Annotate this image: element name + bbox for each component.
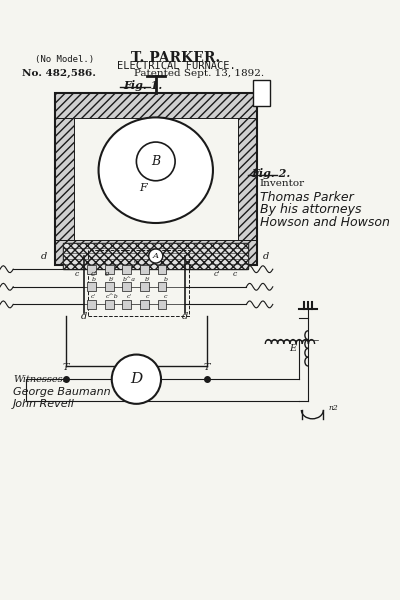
Bar bbox=[105, 300, 114, 309]
Text: Inventor: Inventor bbox=[260, 179, 305, 188]
Text: George Baumann: George Baumann bbox=[13, 387, 111, 397]
Text: b: b bbox=[164, 277, 168, 281]
Text: c: c bbox=[146, 294, 150, 299]
Text: b^a: b^a bbox=[123, 277, 136, 281]
Text: b': b' bbox=[145, 277, 151, 281]
Text: c: c bbox=[74, 270, 79, 278]
Text: c: c bbox=[164, 294, 167, 299]
Text: d: d bbox=[80, 313, 87, 322]
Bar bbox=[105, 265, 114, 274]
Bar bbox=[87, 283, 96, 291]
Text: d: d bbox=[263, 251, 269, 260]
Text: A: A bbox=[153, 252, 159, 260]
Text: n2: n2 bbox=[328, 404, 338, 412]
Text: c': c' bbox=[91, 294, 96, 299]
Text: Howson and Howson: Howson and Howson bbox=[260, 215, 390, 229]
Text: ELECTRICAL FURNACE.: ELECTRICAL FURNACE. bbox=[117, 61, 235, 71]
Bar bbox=[140, 283, 149, 291]
Text: D: D bbox=[130, 372, 142, 386]
Bar bbox=[140, 300, 149, 309]
Bar bbox=[158, 300, 166, 309]
Bar bbox=[252, 80, 270, 106]
Text: F: F bbox=[139, 183, 146, 193]
Bar bbox=[63, 243, 248, 269]
Text: b: b bbox=[91, 277, 95, 281]
Text: T. PARKER.: T. PARKER. bbox=[131, 51, 221, 65]
Bar bbox=[54, 93, 257, 265]
Text: d: d bbox=[182, 313, 188, 322]
Text: F: F bbox=[104, 259, 108, 264]
Text: e: e bbox=[105, 270, 110, 278]
Circle shape bbox=[112, 355, 161, 404]
Bar bbox=[54, 240, 257, 265]
Text: c: c bbox=[233, 270, 237, 278]
Text: Thomas Parker: Thomas Parker bbox=[260, 191, 353, 204]
Bar bbox=[122, 300, 131, 309]
Bar bbox=[238, 118, 257, 240]
Text: Patented Sept. 13, 1892.: Patented Sept. 13, 1892. bbox=[134, 70, 264, 79]
Text: c': c' bbox=[214, 270, 220, 278]
Text: c': c' bbox=[91, 270, 97, 278]
Bar bbox=[63, 243, 248, 269]
Bar bbox=[54, 93, 257, 118]
Text: c': c' bbox=[134, 259, 139, 264]
Bar bbox=[87, 300, 96, 309]
Bar bbox=[158, 265, 166, 274]
Text: d: d bbox=[41, 251, 47, 260]
Text: B: B bbox=[151, 155, 160, 168]
Text: b': b' bbox=[109, 277, 115, 281]
Bar bbox=[122, 283, 131, 291]
Text: John Revell: John Revell bbox=[13, 400, 75, 409]
Ellipse shape bbox=[98, 118, 213, 223]
Text: No. 482,586.: No. 482,586. bbox=[22, 70, 96, 79]
Bar bbox=[105, 283, 114, 291]
Bar bbox=[158, 283, 166, 291]
Text: Fig. 1.: Fig. 1. bbox=[123, 80, 162, 91]
Bar bbox=[88, 250, 189, 316]
Text: E: E bbox=[290, 344, 296, 353]
Circle shape bbox=[149, 249, 163, 263]
Text: T: T bbox=[204, 364, 210, 373]
Text: Witnesses:: Witnesses: bbox=[13, 375, 66, 384]
Bar bbox=[122, 265, 131, 274]
Bar bbox=[140, 265, 149, 274]
Text: (No Model.): (No Model.) bbox=[35, 55, 94, 64]
Text: By his attorneys: By his attorneys bbox=[260, 203, 361, 216]
Text: T: T bbox=[63, 364, 69, 373]
Text: Fig. 2.: Fig. 2. bbox=[251, 168, 290, 179]
Text: c^b: c^b bbox=[105, 294, 118, 299]
Circle shape bbox=[136, 142, 175, 181]
Bar bbox=[54, 118, 74, 240]
Bar bbox=[87, 265, 96, 274]
Text: c': c' bbox=[127, 294, 132, 299]
